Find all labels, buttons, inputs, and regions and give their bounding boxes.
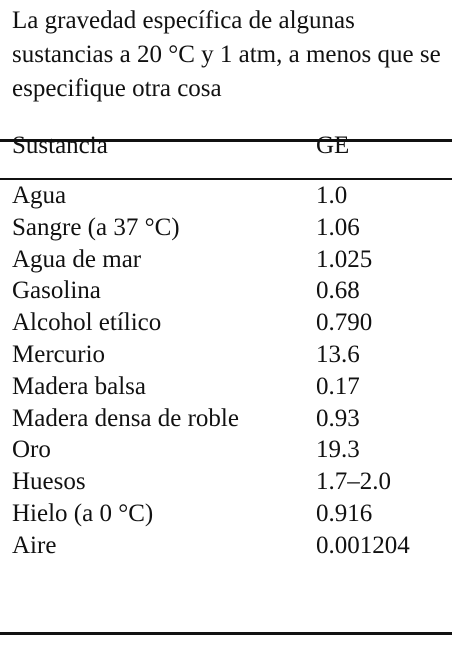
- table-row: Agua 1.0: [0, 180, 452, 212]
- substance-cell: Sangre (a 37 °C): [12, 213, 180, 241]
- substance-cell: Mercurio: [12, 340, 106, 368]
- table-caption: La gravedad específica de algunas sustan…: [12, 7, 441, 102]
- sg-cell: 13.6: [316, 340, 360, 368]
- table-row: Madera balsa 0.17: [0, 371, 452, 403]
- sg-cell: 1.0: [316, 182, 348, 209]
- substance-cell: Huesos: [12, 468, 86, 496]
- table-row: Hielo (a 0 °C) 0.916: [0, 498, 452, 530]
- sg-cell: 0.17: [316, 372, 360, 400]
- substance-cell: Hielo (a 0 °C): [12, 499, 154, 527]
- substance-cell: Alcohol etílico: [12, 309, 162, 337]
- sg-cell: 1.7–2.0: [316, 468, 391, 496]
- substance-cell: Agua de mar: [12, 245, 142, 273]
- header-specific-gravity: GE: [316, 132, 350, 159]
- header-substance: Sustancia: [12, 132, 108, 159]
- table-row: Agua de mar 1.025: [0, 244, 452, 276]
- table-row: Madera densa de roble 0.93: [0, 403, 452, 435]
- table-body: Agua 1.0 Sangre (a 37 °C) 1.06 Agua de m…: [0, 180, 452, 562]
- sg-cell: 0.001204: [316, 531, 410, 559]
- table-row: Sangre (a 37 °C) 1.06: [0, 212, 452, 244]
- sg-cell: 0.93: [316, 404, 360, 432]
- table-header: Sustancia GE: [0, 126, 452, 166]
- substance-cell: Madera densa de roble: [12, 404, 239, 432]
- table-row: Huesos 1.7–2.0: [0, 466, 452, 498]
- substance-cell: Aire: [12, 531, 57, 559]
- substance-cell: Agua: [12, 182, 67, 209]
- table-row: Aire 0.001204: [0, 530, 452, 562]
- sg-cell: 1.025: [316, 245, 373, 273]
- table-row: Oro 19.3: [0, 434, 452, 466]
- table-row: Gasolina 0.68: [0, 275, 452, 307]
- sg-cell: 0.68: [316, 277, 360, 305]
- sg-cell: 1.06: [316, 213, 360, 241]
- substance-cell: Madera balsa: [12, 372, 146, 400]
- substance-cell: Gasolina: [12, 277, 101, 305]
- table-row: Alcohol etílico 0.790: [0, 307, 452, 339]
- top-rule: [0, 139, 452, 142]
- table-row: Mercurio 13.6: [0, 339, 452, 371]
- sg-cell: 0.790: [316, 309, 373, 337]
- bottom-rule: [0, 632, 452, 635]
- sg-cell: 0.916: [316, 499, 373, 527]
- substance-cell: Oro: [12, 436, 51, 464]
- sg-cell: 19.3: [316, 436, 360, 464]
- header-rule: [0, 178, 452, 180]
